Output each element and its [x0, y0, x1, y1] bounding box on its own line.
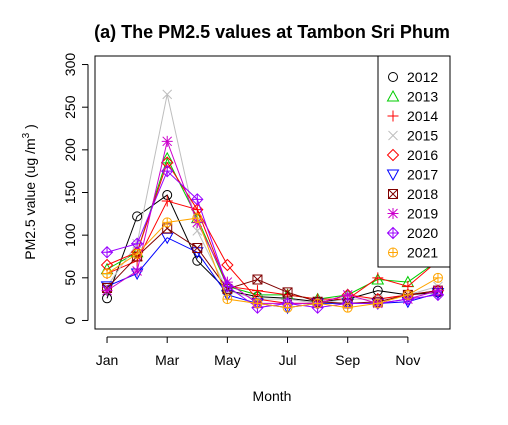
legend-marker-2020: [386, 226, 400, 240]
chart-title: (a) The PM2.5 values at Tambon Sri Phum: [94, 22, 450, 42]
y-tick-label: 50: [62, 270, 78, 286]
y-axis-label-end: ): [22, 124, 38, 133]
data-point: [282, 287, 293, 298]
data-point: [161, 135, 173, 147]
legend-label-2013: 2013: [407, 89, 438, 105]
legend-label-2016: 2016: [407, 147, 438, 163]
data-point: [192, 242, 203, 253]
legend-label-2017: 2017: [407, 167, 438, 183]
series-layer: [100, 89, 445, 315]
y-tick-label: 300: [62, 53, 78, 77]
data-point: [131, 265, 143, 277]
data-point: [282, 302, 293, 313]
data-point: [192, 213, 203, 224]
series-line-2018: [106, 227, 439, 304]
series-line-2013: [106, 157, 439, 300]
y-tick-label: 200: [62, 138, 78, 162]
legend-marker-2018: [388, 189, 398, 199]
data-point: [191, 193, 204, 206]
legend-marker-2019: [387, 208, 399, 219]
legend-marker-2016: [386, 148, 400, 162]
data-point: [100, 246, 114, 259]
legend-label-2019: 2019: [407, 206, 438, 222]
data-point: [342, 289, 354, 301]
legend-box: [377, 55, 451, 268]
legend-marker-2017: [386, 169, 400, 182]
data-point: [161, 195, 173, 207]
x-tick-label: Sep: [335, 352, 360, 368]
series-line-2012: [106, 194, 439, 303]
x-axis-label: Month: [253, 388, 292, 404]
data-point: [162, 217, 173, 228]
data-point: [192, 255, 203, 266]
data-point: [372, 285, 383, 296]
series-line-2014: [106, 200, 439, 300]
x-tick-label: Jul: [279, 352, 297, 368]
data-point: [222, 294, 233, 305]
x-axis: Jan Mar May Jul Sep Nov: [96, 336, 420, 368]
legend-label-2015: 2015: [407, 128, 438, 144]
data-point: [342, 302, 353, 313]
data-point: [101, 285, 113, 297]
y-axis-label: PM2.5 value (ug /m3 ): [21, 124, 38, 260]
legend-marker-2015: [388, 130, 398, 141]
y-axis: 0 50 100 150 200 250 300: [62, 53, 89, 324]
data-point: [252, 298, 263, 309]
x-tick-label: Mar: [155, 352, 179, 368]
data-point: [132, 248, 143, 259]
data-point: [431, 288, 445, 302]
legend-label-2021: 2021: [407, 245, 438, 261]
data-point: [372, 272, 384, 284]
legend-marker-2013: [386, 89, 400, 102]
legend-marker-2012: [388, 72, 398, 82]
x-tick-label: Jan: [96, 352, 119, 368]
data-point: [221, 258, 234, 272]
legend-label-2018: 2018: [407, 186, 438, 202]
legend-marker-2021: [387, 247, 399, 258]
legend-marker-2014: [387, 110, 399, 122]
y-axis-label-superscript: 3: [21, 132, 32, 138]
data-point: [162, 89, 173, 100]
x-tick-label: May: [214, 352, 240, 368]
data-point: [160, 164, 174, 178]
series-2021: [102, 213, 443, 313]
data-point: [372, 298, 383, 309]
legend-label-2014: 2014: [407, 108, 438, 124]
data-point: [312, 298, 323, 309]
data-point: [132, 211, 143, 222]
data-point: [402, 289, 413, 300]
series-line-2021: [106, 217, 439, 309]
series-2020: [100, 164, 445, 314]
data-point: [100, 281, 114, 293]
data-point: [102, 268, 113, 279]
x-tick-label: Nov: [395, 352, 420, 368]
y-tick-label: 250: [62, 95, 78, 119]
data-point: [252, 274, 263, 285]
y-tick-label: 150: [62, 181, 78, 205]
legend: 2012 2013 2014 2015 2016 2017 2018 2019 2020 2021: [377, 55, 451, 268]
y-tick-label: 0: [62, 316, 78, 324]
data-point: [221, 280, 234, 293]
legend-label-2020: 2020: [407, 225, 438, 241]
legend-label-2012: 2012: [407, 69, 438, 85]
data-point: [432, 272, 443, 283]
y-axis-label-main: PM2.5 value (ug /m: [22, 138, 38, 259]
y-tick-label: 100: [62, 223, 78, 247]
